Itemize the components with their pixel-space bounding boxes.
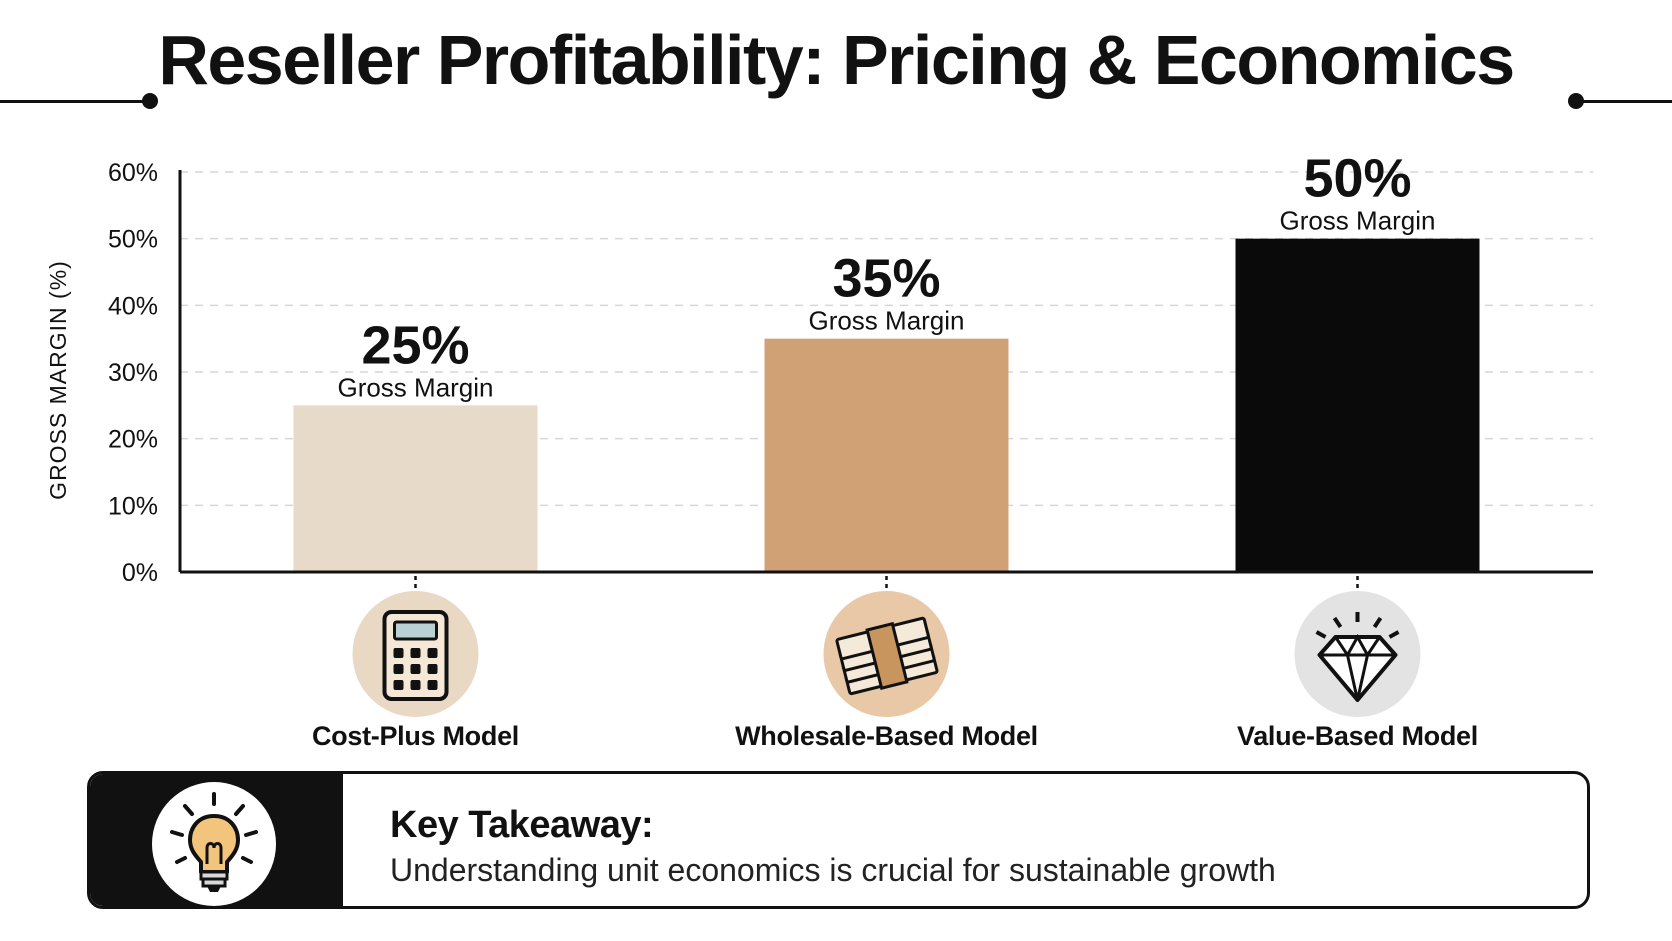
y-tick-label: 60% bbox=[108, 159, 158, 187]
title-rule-dot-left bbox=[142, 93, 158, 109]
bar bbox=[764, 338, 1009, 572]
title-rule-right bbox=[1576, 100, 1672, 103]
category-label: Wholesale-Based Model bbox=[735, 721, 1038, 751]
y-tick-label: 0% bbox=[122, 559, 158, 587]
takeaway-text: Understanding unit economics is crucial … bbox=[390, 852, 1276, 888]
value-label: 35% bbox=[832, 249, 940, 309]
y-tick-label: 20% bbox=[108, 426, 158, 454]
lightbulb-icon bbox=[152, 782, 276, 906]
value-caption: Gross Margin bbox=[808, 306, 964, 336]
category-icons bbox=[352, 591, 1421, 717]
value-label: 50% bbox=[1303, 149, 1411, 209]
title-row: Reseller Profitability: Pricing & Econom… bbox=[0, 0, 1672, 110]
bar bbox=[1235, 238, 1480, 572]
chart-title: Reseller Profitability: Pricing & Econom… bbox=[158, 21, 1515, 99]
category-labels: Cost-Plus Model Wholesale-Based Model Valu… bbox=[312, 721, 1478, 751]
calculator-icon bbox=[352, 591, 479, 717]
y-axis-label: GROSS MARGIN (%) bbox=[45, 260, 71, 500]
category-label: Value-Based Model bbox=[1237, 721, 1478, 751]
y-tick-label: 50% bbox=[108, 226, 158, 254]
category-label: Cost-Plus Model bbox=[312, 721, 519, 751]
y-tick-label: 30% bbox=[108, 359, 158, 387]
bar-chart: GROSS MARGIN (%) 0% 10% 20% 30% 40% 50% 60% 25… bbox=[45, 149, 1593, 751]
takeaway-icon-panel bbox=[90, 774, 343, 906]
y-tick-label: 10% bbox=[108, 492, 158, 520]
bars bbox=[293, 238, 1480, 572]
title-rule-left bbox=[0, 100, 150, 103]
y-tick-label: 40% bbox=[108, 292, 158, 320]
value-label: 25% bbox=[361, 315, 469, 375]
value-caption: Gross Margin bbox=[1279, 206, 1435, 236]
diamond-icon bbox=[1294, 591, 1421, 717]
takeaway-heading: Key Takeaway: bbox=[390, 804, 654, 846]
y-tick-labels: 0% 10% 20% 30% 40% 50% 60% bbox=[108, 159, 158, 587]
bar bbox=[293, 405, 538, 572]
value-caption: Gross Margin bbox=[337, 372, 493, 402]
category-connectors bbox=[414, 576, 1359, 593]
key-takeaway-box: Key Takeaway: Understanding unit economi… bbox=[87, 771, 1590, 909]
money-stack-icon bbox=[823, 591, 950, 717]
